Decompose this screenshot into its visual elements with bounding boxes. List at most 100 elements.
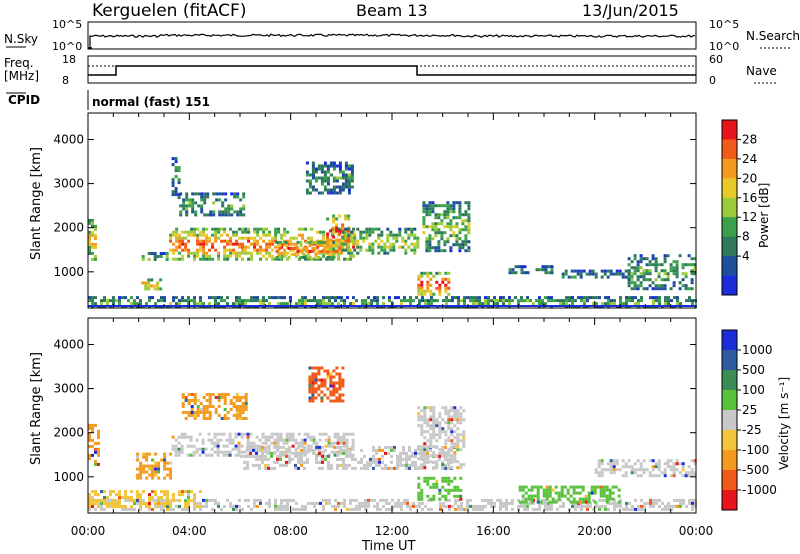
data-cell bbox=[348, 463, 351, 467]
data-cell bbox=[518, 488, 522, 492]
data-cell bbox=[373, 498, 376, 502]
data-cell bbox=[462, 439, 466, 443]
data-cell bbox=[601, 302, 604, 306]
data-cell bbox=[397, 501, 400, 505]
data-cell bbox=[417, 424, 421, 428]
data-cell bbox=[197, 204, 201, 208]
data-cell bbox=[322, 296, 325, 300]
data-cell bbox=[295, 302, 298, 306]
data-cell bbox=[391, 498, 394, 502]
data-cell bbox=[440, 231, 444, 235]
data-cell bbox=[631, 296, 634, 300]
data-cell bbox=[169, 470, 173, 474]
data-cell bbox=[676, 296, 679, 300]
data-cell bbox=[372, 448, 375, 452]
data-cell bbox=[450, 442, 454, 446]
data-cell bbox=[280, 501, 283, 505]
data-cell bbox=[666, 254, 670, 258]
data-cell bbox=[328, 501, 331, 505]
data-cell bbox=[216, 453, 220, 457]
data-cell bbox=[165, 252, 169, 255]
data-cell bbox=[458, 213, 462, 217]
data-cell bbox=[193, 230, 197, 234]
data-cell bbox=[195, 447, 199, 451]
data-cell bbox=[351, 438, 355, 442]
data-cell bbox=[475, 296, 478, 300]
data-cell bbox=[344, 182, 348, 186]
data-cell bbox=[392, 233, 396, 237]
data-cell bbox=[157, 496, 160, 500]
data-cell bbox=[301, 248, 305, 252]
data-cell bbox=[313, 501, 316, 505]
data-cell bbox=[350, 236, 354, 240]
data-cell bbox=[222, 444, 226, 448]
data-cell bbox=[139, 299, 142, 303]
data-cell bbox=[148, 505, 151, 509]
data-cell bbox=[322, 504, 325, 508]
data-cell bbox=[335, 366, 339, 370]
data-cell bbox=[577, 296, 580, 300]
data-cell bbox=[487, 302, 490, 306]
data-cell bbox=[432, 454, 436, 458]
data-cell bbox=[550, 265, 554, 269]
data-cell bbox=[496, 498, 499, 502]
data-cell bbox=[335, 185, 339, 189]
data-cell bbox=[615, 272, 619, 276]
data-cell bbox=[466, 498, 469, 502]
data-cell bbox=[432, 460, 435, 464]
data-cell bbox=[193, 402, 197, 405]
data-cell bbox=[341, 248, 345, 252]
data-cell bbox=[290, 252, 294, 256]
data-cell bbox=[311, 387, 315, 391]
data-cell bbox=[246, 466, 249, 470]
data-cell bbox=[314, 390, 318, 394]
data-cell bbox=[214, 302, 217, 306]
data-cell bbox=[599, 494, 603, 498]
data-cell bbox=[687, 254, 691, 258]
data-cell bbox=[556, 498, 559, 502]
data-cell bbox=[153, 287, 157, 291]
data-cell bbox=[526, 296, 529, 300]
data-cell bbox=[423, 271, 427, 275]
data-cell bbox=[130, 496, 133, 500]
data-cell bbox=[517, 302, 520, 306]
data-cell bbox=[322, 236, 326, 240]
data-cell bbox=[222, 453, 226, 457]
data-cell bbox=[681, 266, 685, 270]
data-cell bbox=[633, 471, 637, 475]
data-cell bbox=[88, 493, 91, 497]
data-cell bbox=[661, 501, 664, 505]
data-cell bbox=[651, 459, 655, 463]
data-cell bbox=[415, 504, 418, 508]
data-cell bbox=[420, 274, 424, 278]
data-cell bbox=[547, 507, 550, 511]
data-cell bbox=[267, 463, 270, 467]
data-cell bbox=[438, 421, 442, 425]
data-cell bbox=[166, 496, 169, 500]
data-cell bbox=[609, 468, 613, 472]
data-cell bbox=[278, 252, 282, 256]
data-cell bbox=[406, 501, 409, 505]
data-cell bbox=[438, 454, 441, 458]
data-cell bbox=[190, 393, 194, 396]
data-cell bbox=[202, 302, 205, 306]
data-cell bbox=[103, 499, 106, 503]
data-cell bbox=[529, 501, 532, 505]
data-cell bbox=[199, 411, 203, 414]
data-cell bbox=[377, 251, 381, 255]
data-cell bbox=[598, 296, 601, 300]
data-cell bbox=[94, 242, 97, 246]
data-cell bbox=[205, 501, 208, 505]
data-cell bbox=[180, 432, 184, 436]
data-cell bbox=[580, 507, 583, 511]
data-cell bbox=[589, 296, 592, 300]
data-cell bbox=[235, 405, 239, 408]
data-cell bbox=[411, 460, 414, 464]
data-cell bbox=[462, 409, 466, 413]
data-cell bbox=[214, 411, 218, 414]
data-cell bbox=[523, 504, 526, 508]
data-cell bbox=[163, 467, 167, 471]
y-tick-label: 4000 bbox=[53, 337, 84, 351]
data-cell bbox=[456, 409, 460, 413]
data-cell bbox=[326, 375, 330, 379]
